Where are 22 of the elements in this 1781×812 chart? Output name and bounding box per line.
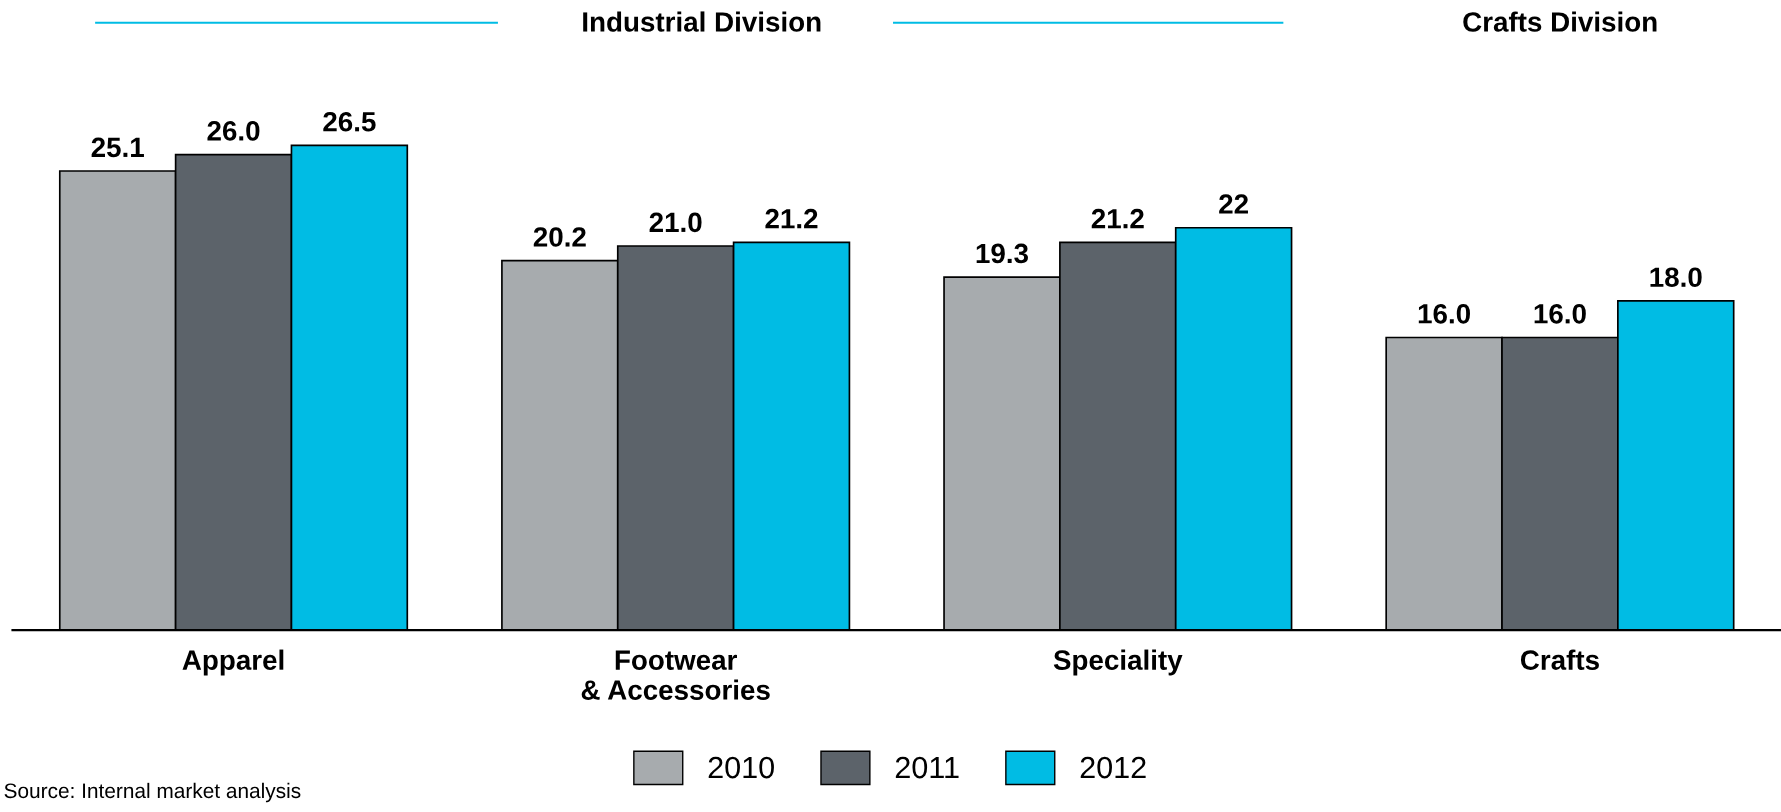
x-tick-label: Speciality (1053, 649, 1183, 676)
legend-label: 2010 (708, 756, 774, 779)
legend-label: 2012 (1080, 756, 1146, 779)
data-label: 21.0 (649, 212, 702, 233)
data-label: 16.0 (1534, 303, 1586, 324)
data-label: 19.3 (976, 243, 1028, 264)
data-label: 20.2 (533, 227, 586, 247)
data-label: 26.5 (323, 111, 376, 132)
data-label: 16.0 (1418, 303, 1470, 324)
data-label: 18.0 (1650, 267, 1702, 288)
data-label: 26.0 (207, 121, 260, 141)
source-note: Source: Internal market analysis (4, 782, 301, 803)
data-label: 21.2 (1091, 208, 1144, 229)
legend-label: 2011 (895, 756, 959, 779)
x-tick-label: Footwear & Accessories (581, 650, 770, 700)
x-tick-label: Apparel (182, 649, 284, 676)
data-label: 25.1 (91, 137, 144, 158)
x-tick-label: Crafts (1520, 649, 1599, 670)
data-label: 22 (1219, 194, 1248, 214)
data-label: 21.2 (765, 208, 818, 229)
text: Industrial Division (583, 11, 821, 32)
text: Crafts Division (1463, 11, 1657, 32)
